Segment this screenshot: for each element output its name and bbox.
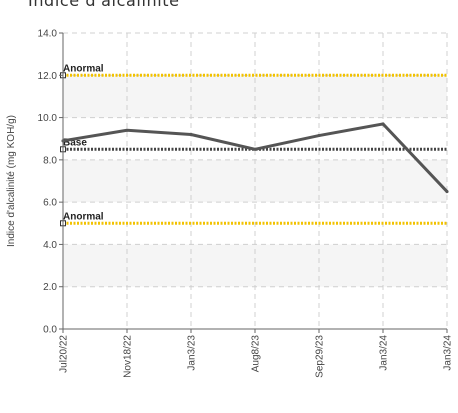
x-tick-label: Aug8/23	[251, 335, 262, 373]
reference-lines: Anormal Base Anormal	[60, 63, 447, 227]
x-tick-label: Jul20/22	[59, 335, 70, 373]
x-tick-label: Jan3/23	[187, 335, 198, 371]
y-tick-labels: 0.0 2.0 4.0 6.0 8.0 10.0 12.0 14.0	[38, 29, 63, 336]
data-point	[445, 190, 449, 194]
y-axis-label: Indice d'alcalinité (mg KOH/g)	[6, 115, 17, 247]
y-tick-label: 12.0	[38, 71, 58, 82]
reference-label: Anormal	[63, 211, 104, 222]
reference-label: Anormal	[63, 63, 104, 74]
data-point	[189, 132, 193, 136]
x-tick-label: Jan3/24	[379, 335, 390, 371]
y-tick-label: 6.0	[43, 198, 57, 209]
y-tick-label: 14.0	[38, 29, 58, 40]
reference-label: Base	[63, 137, 87, 148]
x-tick-labels: Jul20/22 Nov18/22 Jan3/23 Aug8/23 Sep29/23 Ja…	[59, 329, 454, 378]
x-tick-label: Nov18/22	[123, 335, 134, 378]
data-point	[317, 134, 321, 138]
data-point	[125, 128, 129, 132]
y-tick-label: 8.0	[43, 155, 57, 166]
data-point	[381, 122, 385, 126]
x-tick-label: Sep29/23	[315, 335, 326, 378]
y-tick-label: 2.0	[43, 282, 57, 293]
y-tick-label: 0.0	[43, 325, 57, 336]
data-point	[253, 147, 257, 151]
x-tick-label: Jan3/24	[443, 335, 454, 371]
y-tick-label: 10.0	[38, 113, 58, 124]
chart-title: Indice d'alcalinité	[28, 0, 180, 10]
y-tick-label: 4.0	[43, 240, 57, 251]
